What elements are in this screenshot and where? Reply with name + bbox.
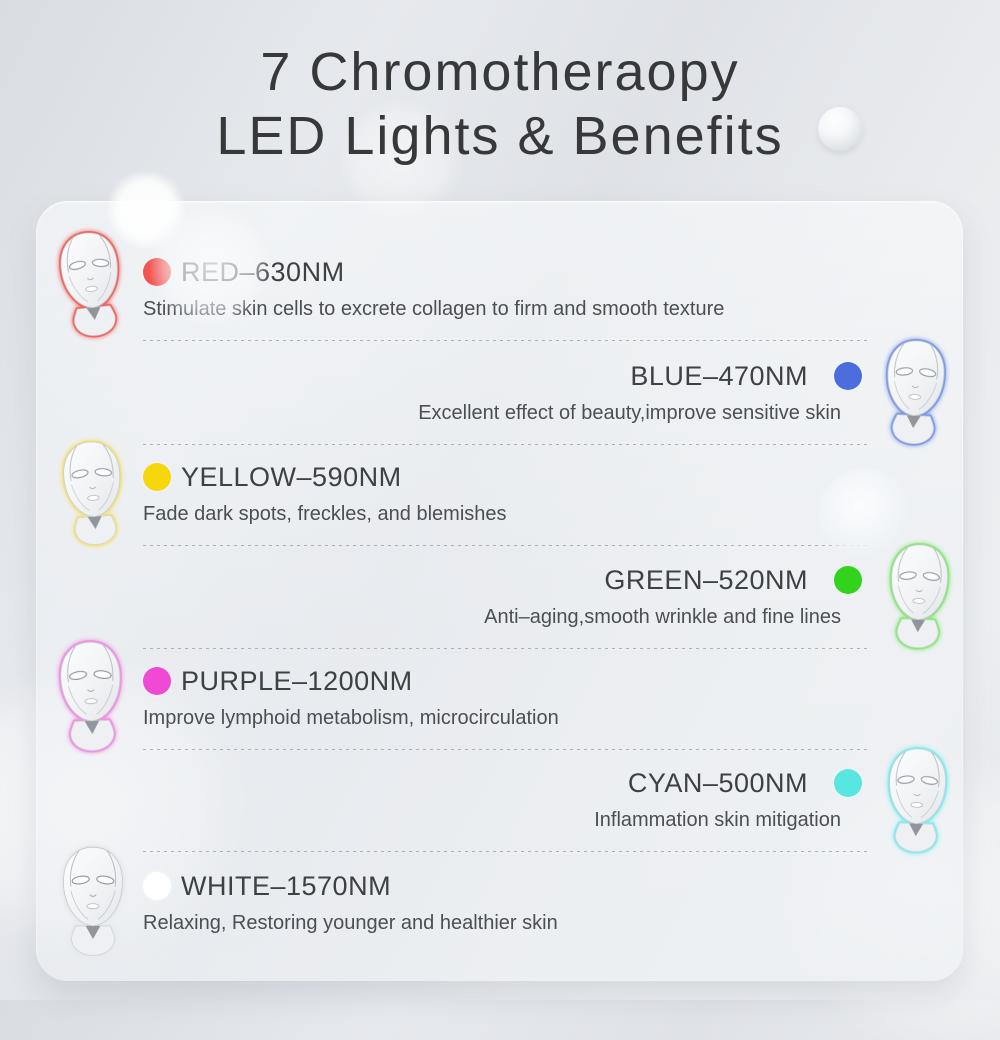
dashed-divider	[143, 444, 867, 445]
benefit-row-red: RED–630NM Stimulate skin cells to excret…	[143, 252, 867, 341]
yellow-dot-icon	[143, 463, 171, 491]
dashed-divider	[143, 648, 867, 649]
page-title-line1: 7 Chromotheraopy	[260, 42, 740, 102]
row-label-line: GREEN–520NM	[143, 560, 867, 600]
row-label: CYAN–500NM	[627, 767, 808, 798]
page-title: 7 Chromotheraopy LED Lights & Benefits	[0, 40, 1000, 168]
dashed-divider	[143, 851, 867, 852]
row-description: Fade dark spots, freckles, and blemishes	[143, 503, 507, 525]
benefit-row-purple: PURPLE–1200NM Improve lymphoid metabolis…	[143, 661, 867, 750]
led-mask-white-icon	[52, 843, 134, 958]
led-mask-red-icon	[47, 225, 136, 342]
infographic: 7 Chromotheraopy LED Lights & Benefits R…	[0, 40, 1000, 1040]
row-label-line: WHITE–1570NM	[143, 866, 867, 906]
red-dot-icon	[143, 258, 171, 286]
led-mask-purple-icon	[48, 637, 134, 755]
benefit-row-cyan: CYAN–500NM Inflammation skin mitigation	[143, 763, 867, 852]
benefit-row-green: GREEN–520NM Anti–aging,smooth wrinkle an…	[143, 560, 867, 649]
blue-dot-icon	[834, 362, 862, 390]
dashed-divider	[143, 340, 867, 341]
dashed-divider	[143, 749, 867, 750]
row-label: PURPLE–1200NM	[181, 665, 413, 696]
benefits-panel: RED–630NM Stimulate skin cells to excret…	[36, 201, 963, 981]
row-description: Anti–aging,smooth wrinkle and fine lines	[484, 606, 841, 628]
purple-dot-icon	[143, 667, 171, 695]
benefit-row-blue: BLUE–470NM Excellent effect of beauty,im…	[143, 356, 867, 445]
led-mask-green-icon	[878, 540, 960, 652]
row-description: Stimulate skin cells to excrete collagen…	[143, 298, 725, 320]
row-label-line: BLUE–470NM	[143, 356, 867, 396]
row-label: WHITE–1570NM	[181, 870, 392, 901]
row-label-line: RED–630NM	[143, 252, 867, 292]
row-label: RED–630NM	[181, 256, 345, 287]
row-description: Improve lymphoid metabolism, microcircul…	[143, 707, 559, 729]
row-label: YELLOW–590NM	[181, 461, 402, 492]
benefit-row-yellow: YELLOW–590NM Fade dark spots, freckles, …	[143, 457, 867, 546]
white-dot-icon	[143, 872, 171, 900]
row-label: BLUE–470NM	[630, 360, 808, 391]
row-description: Excellent effect of beauty,improve sensi…	[418, 402, 841, 424]
led-mask-cyan-icon	[876, 744, 958, 856]
led-mask-yellow-icon	[50, 435, 135, 549]
cyan-dot-icon	[834, 769, 862, 797]
led-mask-blue-icon	[873, 335, 957, 448]
row-label-line: CYAN–500NM	[143, 763, 867, 803]
row-description: Relaxing, Restoring younger and healthie…	[143, 912, 558, 934]
benefit-row-white: WHITE–1570NM Relaxing, Restoring younger…	[143, 866, 867, 936]
row-description: Inflammation skin mitigation	[594, 809, 841, 831]
page-title-line2: LED Lights & Benefits	[216, 106, 784, 166]
dashed-divider	[143, 545, 867, 546]
row-label-line: YELLOW–590NM	[143, 457, 867, 497]
row-label-line: PURPLE–1200NM	[143, 661, 867, 701]
row-label: GREEN–520NM	[604, 564, 808, 595]
green-dot-icon	[834, 566, 862, 594]
